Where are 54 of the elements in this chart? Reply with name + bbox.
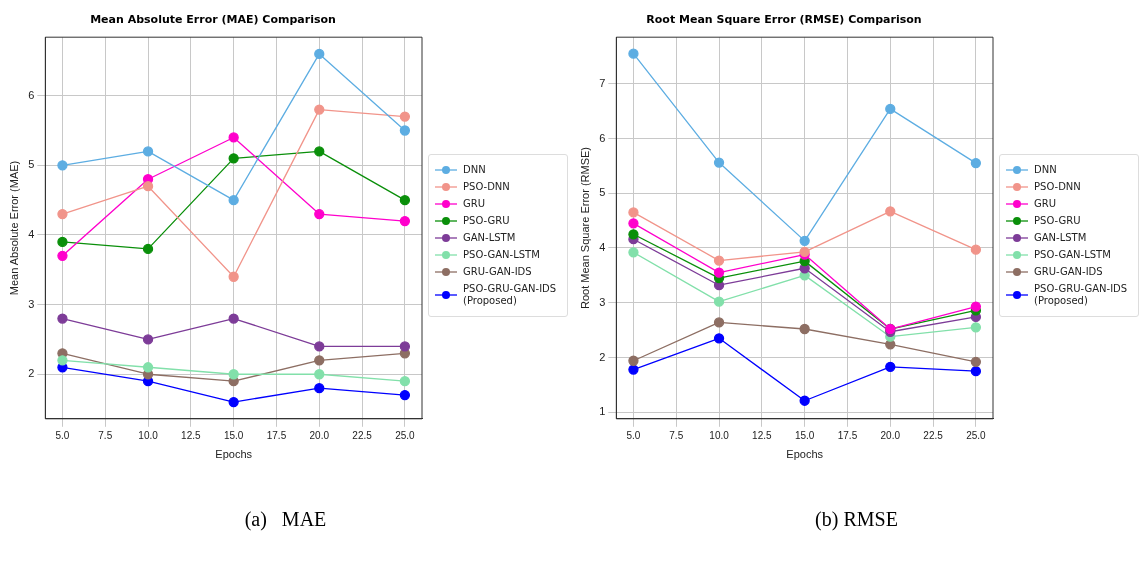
x-tick-label: 17.5 [266, 429, 287, 441]
y-axis-title: Root Mean Square Error (RMSE) [578, 147, 591, 309]
y-tick-label: 3 [28, 297, 35, 310]
x-tick-label: 25.0 [966, 429, 987, 441]
y-tick-label: 4 [28, 227, 35, 240]
legend-label: PSO-GRU [463, 214, 510, 227]
x-tick-label: 12.5 [752, 429, 773, 441]
chart-title: Root Mean Square Error (RMSE) Comparison [646, 13, 922, 27]
legend-label: PSO-GAN-LSTM [1034, 248, 1111, 261]
legend-label: PSO-DNN [463, 180, 510, 193]
x-axis-title: Epochs [215, 448, 253, 461]
legend-label: PSO-GAN-LSTM [463, 248, 540, 261]
y-tick-label: 2 [599, 350, 606, 363]
legend-label: PSO-GRU-GAN-IDS (Proposed) [463, 282, 558, 307]
legend-label: GRU-GAN-IDS [1034, 265, 1103, 278]
x-tick-label: 5.0 [626, 429, 641, 441]
x-tick-label: 15.0 [794, 429, 815, 441]
y-tick-label: 7 [599, 76, 606, 89]
x-tick-label: 10.0 [138, 429, 159, 441]
y-axis-title: Mean Absolute Error (MAE) [7, 160, 20, 296]
legend-label: GRU-GAN-IDS [463, 265, 532, 278]
legend-label: GRU [1034, 197, 1057, 210]
legend-label: DNN [1034, 163, 1057, 176]
y-tick-label: 2 [28, 367, 35, 380]
x-tick-label: 15.0 [223, 429, 244, 441]
x-tick-label: 20.0 [880, 429, 901, 441]
y-tick-label: 4 [599, 241, 606, 254]
y-tick-label: 5 [599, 186, 606, 199]
y-tick-label: 6 [28, 88, 35, 101]
chart-title: Mean Absolute Error (MAE) Comparison [90, 13, 336, 27]
x-tick-label: 10.0 [709, 429, 730, 441]
y-tick-label: 6 [599, 131, 606, 144]
x-tick-label: 7.5 [669, 429, 684, 441]
text: (b) RMSE [815, 508, 898, 531]
x-tick-label: 22.5 [923, 429, 944, 441]
x-tick-label: 22.5 [352, 429, 373, 441]
legend-label: DNN [463, 163, 486, 176]
x-tick-label: 5.0 [55, 429, 70, 441]
x-tick-label: 17.5 [837, 429, 858, 441]
legend-label: GRU [463, 197, 486, 210]
x-tick-label: 25.0 [395, 429, 416, 441]
legend-label: PSO-DNN [1034, 180, 1081, 193]
x-tick-label: 20.0 [309, 429, 330, 441]
legend-label: GAN-LSTM [463, 231, 516, 244]
legend-label: PSO-GRU [1034, 214, 1081, 227]
text: (a) MAE [244, 508, 327, 531]
legend-label: PSO-GRU-GAN-IDS (Proposed) [1034, 282, 1129, 307]
y-tick-label: 5 [28, 158, 35, 171]
y-tick-label: 1 [599, 405, 606, 418]
y-tick-label: 3 [599, 295, 606, 308]
x-axis-title: Epochs [786, 448, 824, 461]
x-tick-label: 7.5 [98, 429, 113, 441]
x-tick-label: 12.5 [181, 429, 202, 441]
legend-label: GAN-LSTM [1034, 231, 1087, 244]
